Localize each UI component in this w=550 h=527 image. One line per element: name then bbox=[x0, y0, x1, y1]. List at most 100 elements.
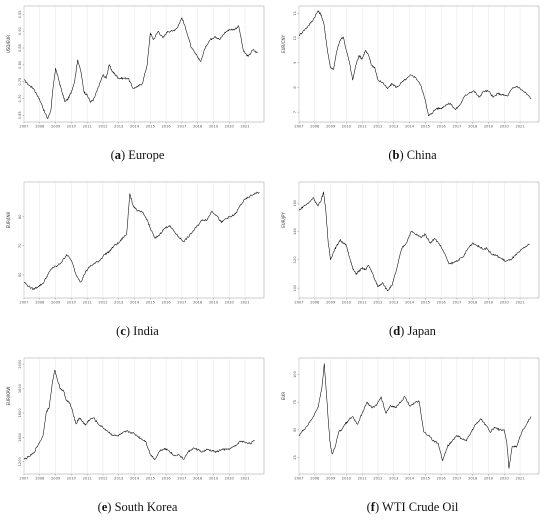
x-tick-label: 2014 bbox=[130, 301, 140, 305]
chart-wti-crude-oil: 2007 2008 2009 2010 2011 2012 2013 2014 2015 2016… bbox=[281, 357, 540, 481]
x-tick-label: 2016 bbox=[162, 301, 172, 305]
x-tick-label: 2009 bbox=[51, 125, 61, 129]
x-tick-label: 2007 bbox=[294, 477, 303, 481]
x-tick-label: 2015 bbox=[146, 477, 155, 481]
x-tick-label: 2008 bbox=[35, 301, 45, 305]
series-line bbox=[298, 363, 532, 469]
x-tick-label: 2015 bbox=[146, 301, 155, 305]
plot-frame bbox=[298, 357, 540, 475]
x-tick-label: 2010 bbox=[67, 301, 77, 305]
x-tick-label: 2008 bbox=[310, 301, 320, 305]
y-tick-label: 25 bbox=[293, 455, 297, 460]
caption-e: (e) South Korea bbox=[97, 500, 178, 514]
x-tick-label: 2012 bbox=[98, 125, 107, 129]
chart-india: 2007 2008 2009 2010 2011 2012 2013 2014 2015 2016… bbox=[6, 181, 265, 305]
x-tick-label: 2009 bbox=[51, 301, 61, 305]
x-tick-label: 2017 bbox=[177, 301, 186, 305]
series-line bbox=[23, 17, 258, 119]
y-axis-label: EUR/INR bbox=[6, 212, 11, 229]
y-axis-label: EUR bbox=[281, 392, 286, 400]
chart-china: 2007 2008 2009 2010 2011 2012 2013 2014 2015 2016… bbox=[281, 5, 540, 129]
x-tick-label: 2020 bbox=[500, 125, 510, 129]
x-tick-label: 2019 bbox=[484, 301, 494, 305]
x-tick-label: 2021 bbox=[240, 125, 249, 129]
y-tick-label: 60 bbox=[18, 272, 22, 277]
x-tick-label: 2018 bbox=[468, 477, 478, 481]
y-tick-label: 0.85 bbox=[18, 44, 22, 52]
x-tick-label: 2020 bbox=[500, 477, 510, 481]
x-tick-label: 2017 bbox=[452, 477, 461, 481]
x-tick-label: 2020 bbox=[225, 477, 235, 481]
y-tick-label: 0.70 bbox=[18, 94, 22, 103]
x-tick-label: 2013 bbox=[114, 301, 123, 305]
y-tick-label: 100 bbox=[293, 370, 297, 378]
x-tick-label: 2010 bbox=[342, 301, 352, 305]
x-tick-label: 2016 bbox=[437, 301, 447, 305]
x-tick-label: 2012 bbox=[373, 301, 382, 305]
y-axis-label: EUR/JPY bbox=[281, 212, 286, 228]
series-line bbox=[23, 369, 255, 460]
y-tick-label: 1400 bbox=[18, 432, 22, 442]
y-tick-label: 8 bbox=[293, 86, 297, 89]
y-tick-label: 0.80 bbox=[18, 60, 22, 69]
x-tick-label: 2016 bbox=[162, 477, 172, 481]
x-tick-label: 2009 bbox=[326, 477, 336, 481]
x-tick-label: 2008 bbox=[310, 125, 320, 129]
x-tick-label: 2013 bbox=[389, 125, 398, 129]
y-tick-label: 80 bbox=[18, 214, 22, 219]
x-tick-label: 2019 bbox=[209, 477, 219, 481]
y-tick-label: 75 bbox=[293, 400, 297, 405]
x-tick-label: 2012 bbox=[373, 125, 382, 129]
x-tick-label: 2019 bbox=[484, 125, 494, 129]
x-tick-label: 2013 bbox=[389, 301, 398, 305]
y-tick-label: 1600 bbox=[18, 408, 22, 418]
x-tick-label: 2019 bbox=[484, 477, 494, 481]
caption-b: (b) China bbox=[388, 148, 437, 162]
x-tick-label: 2011 bbox=[358, 301, 367, 305]
chart-south-korea: 2007 2008 2009 2010 2011 2012 2013 2014 2015 2016… bbox=[6, 357, 265, 481]
x-tick-label: 2010 bbox=[67, 125, 77, 129]
x-tick-label: 2008 bbox=[35, 125, 45, 129]
plot-frame bbox=[23, 5, 265, 123]
x-tick-label: 2009 bbox=[326, 125, 336, 129]
x-tick-label: 2017 bbox=[177, 477, 186, 481]
x-tick-label: 2012 bbox=[98, 477, 107, 481]
x-tick-label: 2014 bbox=[405, 125, 415, 129]
caption-f: (f) WTI Crude Oil bbox=[366, 500, 459, 514]
y-axis-label: USD/EUR bbox=[6, 35, 11, 53]
series-line bbox=[23, 191, 260, 291]
x-tick-label: 2015 bbox=[146, 125, 155, 129]
x-tick-label: 2016 bbox=[162, 125, 172, 129]
plot-frame bbox=[23, 357, 265, 475]
series-line bbox=[298, 191, 530, 292]
y-tick-label: 10 bbox=[293, 35, 297, 40]
y-tick-label: 0.65 bbox=[18, 111, 22, 119]
x-tick-label: 2015 bbox=[421, 477, 430, 481]
x-tick-label: 2014 bbox=[130, 477, 140, 481]
x-tick-label: 2007 bbox=[19, 301, 28, 305]
y-tick-label: 140 bbox=[293, 227, 297, 235]
y-tick-label: 0.75 bbox=[18, 78, 22, 86]
x-tick-label: 2021 bbox=[240, 477, 249, 481]
y-tick-label: 50 bbox=[293, 427, 297, 432]
plot-frame bbox=[298, 5, 540, 123]
x-tick-label: 2013 bbox=[114, 477, 123, 481]
panel-e: 2007 2008 2009 2010 2011 2012 2013 2014 2015 2016… bbox=[0, 352, 275, 527]
x-tick-label: 2021 bbox=[515, 301, 524, 305]
series-line bbox=[298, 10, 532, 117]
x-tick-label: 2020 bbox=[225, 301, 235, 305]
x-tick-label: 2018 bbox=[193, 477, 203, 481]
x-tick-label: 2008 bbox=[310, 477, 320, 481]
y-tick-label: 0.90 bbox=[18, 27, 22, 36]
y-tick-label: 7 bbox=[293, 111, 297, 113]
x-tick-label: 2012 bbox=[98, 301, 107, 305]
plot-frame bbox=[23, 181, 265, 299]
x-tick-label: 2015 bbox=[421, 125, 430, 129]
x-tick-label: 2018 bbox=[468, 125, 478, 129]
x-tick-label: 2007 bbox=[19, 125, 28, 129]
x-tick-label: 2010 bbox=[342, 125, 352, 129]
x-tick-label: 2013 bbox=[114, 125, 123, 129]
x-tick-label: 2020 bbox=[500, 301, 510, 305]
y-tick-label: 1800 bbox=[18, 383, 22, 393]
y-tick-label: 160 bbox=[293, 199, 297, 207]
